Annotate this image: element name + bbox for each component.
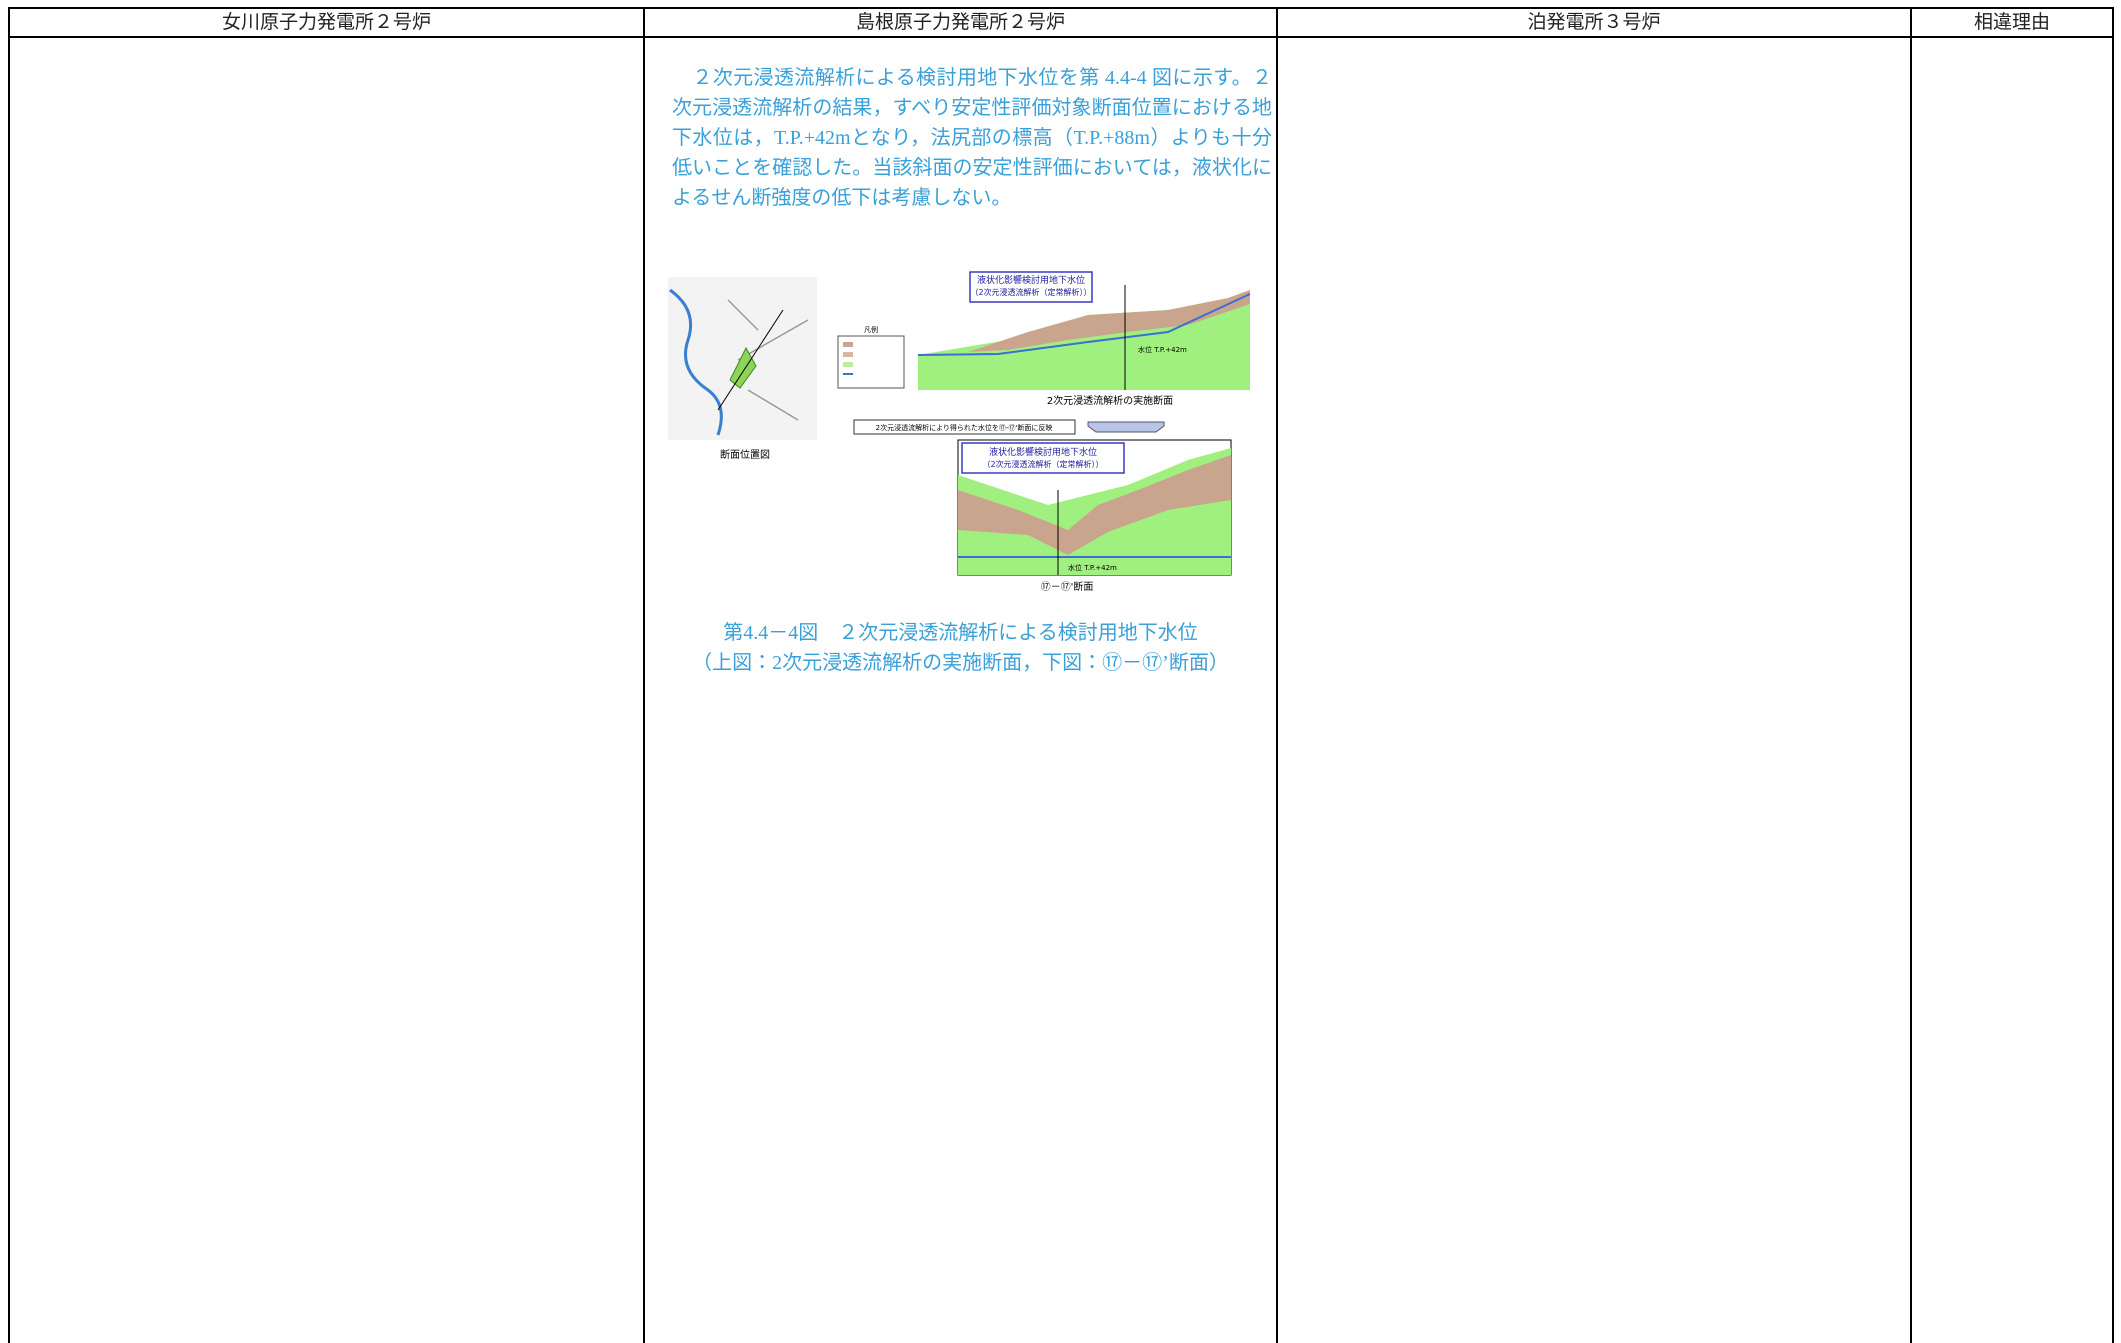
map-road: [727, 299, 809, 421]
water-level: [917, 293, 1251, 356]
legend-swatch: [843, 342, 853, 347]
figure-label: 断面位置図: [720, 448, 770, 461]
figure: 断面位置図 凡例 液状化影響検討用地下水位 （2次元浸透流解析（定常解析）） 水…: [668, 271, 1251, 593]
water-label: 水位 T.P.+42m: [1138, 345, 1187, 354]
column-header: 泊発電所３号炉: [1527, 12, 1661, 33]
water-label: 水位 T.P.+42m: [1068, 563, 1117, 572]
callout-text: （2次元浸透流解析（定常解析））: [970, 287, 1091, 297]
legend-title: 凡例: [864, 325, 878, 334]
paragraph: ２次元浸透流解析による検討用地下水位を第 4.4-4 図に示す。２ 次元浸透流解…: [672, 63, 1272, 213]
legend-swatch: [843, 362, 853, 367]
text-line: 次元浸透流解析の結果，すべり安定性評価対象断面位置における地: [672, 97, 1272, 119]
text-line: よるせん断強度の低下は考慮しない。: [672, 187, 1012, 209]
text-line: 下水位は，T.P.+42mとなり，法尻部の標高（T.P.+88m）よりも十分: [672, 127, 1272, 149]
map-area: [729, 346, 757, 389]
text-line: ２次元浸透流解析による検討用地下水位を第 4.4-4 図に示す。２: [672, 67, 1272, 89]
column-border: [2112, 7, 2114, 1343]
section-line: [717, 309, 784, 411]
callout-text: 液状化影響検討用地下水位: [977, 274, 1085, 286]
table-border: [9, 7, 2113, 9]
column-border: [8, 7, 10, 1343]
banner-box: [853, 419, 1076, 435]
column-header: 女川原子力発電所２号炉: [221, 12, 431, 33]
section-soil: [958, 455, 1231, 555]
column-border: [1276, 7, 1278, 1343]
figure-caption: （上図：2次元浸透流解析の実施断面，下図：⑰－⑰’断面）: [692, 652, 1229, 674]
section-soil: [968, 290, 1250, 352]
callout-text: （2次元浸透流解析（定常解析））: [982, 459, 1103, 469]
column-header: 島根原子力発電所２号炉: [855, 12, 1065, 33]
column-header: 相違理由: [1973, 12, 2050, 33]
text-line: 低いことを確認した。当該斜面の安定性評価においては，液状化に: [672, 157, 1272, 179]
figure-label: ⑰－⑰'断面: [1041, 581, 1094, 593]
callout-box: [961, 442, 1125, 474]
column-border: [643, 7, 645, 1343]
legend-swatch: [843, 352, 853, 357]
arrow: [1087, 421, 1165, 433]
header-border: [9, 36, 2113, 38]
callout-text: 液状化影響検討用地下水位: [989, 446, 1097, 458]
column-border: [1910, 7, 1912, 1343]
figure-label: 2次元浸透流解析の実施断面: [1047, 394, 1173, 407]
callout-box: [969, 271, 1093, 303]
map-river: [669, 288, 723, 436]
figure-caption: 第4.4－4図 ２次元浸透流解析による検討用地下水位: [723, 622, 1198, 644]
banner-text: 2次元浸透流解析により得られた水位を⑰-⑰'断面に反映: [876, 423, 1053, 432]
